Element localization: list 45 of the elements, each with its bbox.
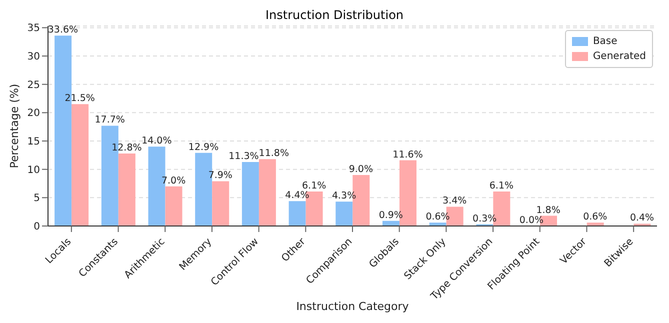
data-label: 0.6% bbox=[426, 212, 450, 223]
y-tick-label: 30 bbox=[27, 52, 40, 63]
data-label: 33.6% bbox=[48, 24, 78, 36]
bar bbox=[258, 159, 276, 226]
data-label: 11.3% bbox=[228, 150, 259, 162]
data-label: 0.3% bbox=[472, 213, 497, 224]
data-label: 7.0% bbox=[161, 175, 186, 186]
data-label: 11.6% bbox=[392, 149, 423, 160]
y-tick-label: 15 bbox=[27, 136, 40, 148]
data-label: 7.9% bbox=[208, 170, 232, 182]
data-label: 4.4% bbox=[285, 190, 310, 202]
data-label: 0.0% bbox=[519, 215, 544, 226]
bar bbox=[72, 104, 89, 226]
data-label: 9.0% bbox=[348, 164, 374, 176]
legend-label: Generated bbox=[592, 50, 646, 64]
data-label: 6.1% bbox=[489, 180, 514, 192]
data-label: 21.5% bbox=[64, 93, 95, 104]
data-label: 4.3% bbox=[332, 190, 356, 202]
bar bbox=[165, 186, 182, 226]
data-label: 0.6% bbox=[583, 212, 608, 223]
y-tick-label: 10 bbox=[27, 164, 40, 176]
bar bbox=[336, 202, 353, 226]
data-label: 0.4% bbox=[630, 212, 654, 224]
data-label: 0.9% bbox=[378, 210, 403, 221]
y-tick-label: 5 bbox=[34, 193, 40, 204]
data-label: 3.4% bbox=[442, 196, 467, 207]
data-label: 11.8% bbox=[258, 148, 289, 160]
bar bbox=[288, 201, 306, 226]
y-axis-title: Percentage (%) bbox=[8, 84, 21, 168]
data-label: 12.9% bbox=[188, 142, 219, 153]
data-label: 17.7% bbox=[94, 114, 125, 126]
legend-label: Base bbox=[592, 35, 618, 49]
data-label: 1.8% bbox=[536, 204, 560, 216]
data-label: 12.8% bbox=[112, 142, 142, 154]
y-tick-label: 0 bbox=[34, 222, 40, 233]
y-tick-label: 20 bbox=[27, 108, 40, 120]
bar bbox=[118, 153, 136, 226]
bar bbox=[242, 162, 259, 226]
y-tick-label: 35 bbox=[27, 23, 40, 34]
data-label: 14.0% bbox=[142, 136, 172, 147]
data-label: 6.1% bbox=[302, 180, 326, 192]
y-tick-label: 25 bbox=[27, 80, 40, 91]
bar bbox=[212, 181, 230, 226]
chart-title: Instruction Distribution bbox=[264, 8, 405, 22]
x-axis-title: Instruction Category bbox=[296, 300, 410, 313]
